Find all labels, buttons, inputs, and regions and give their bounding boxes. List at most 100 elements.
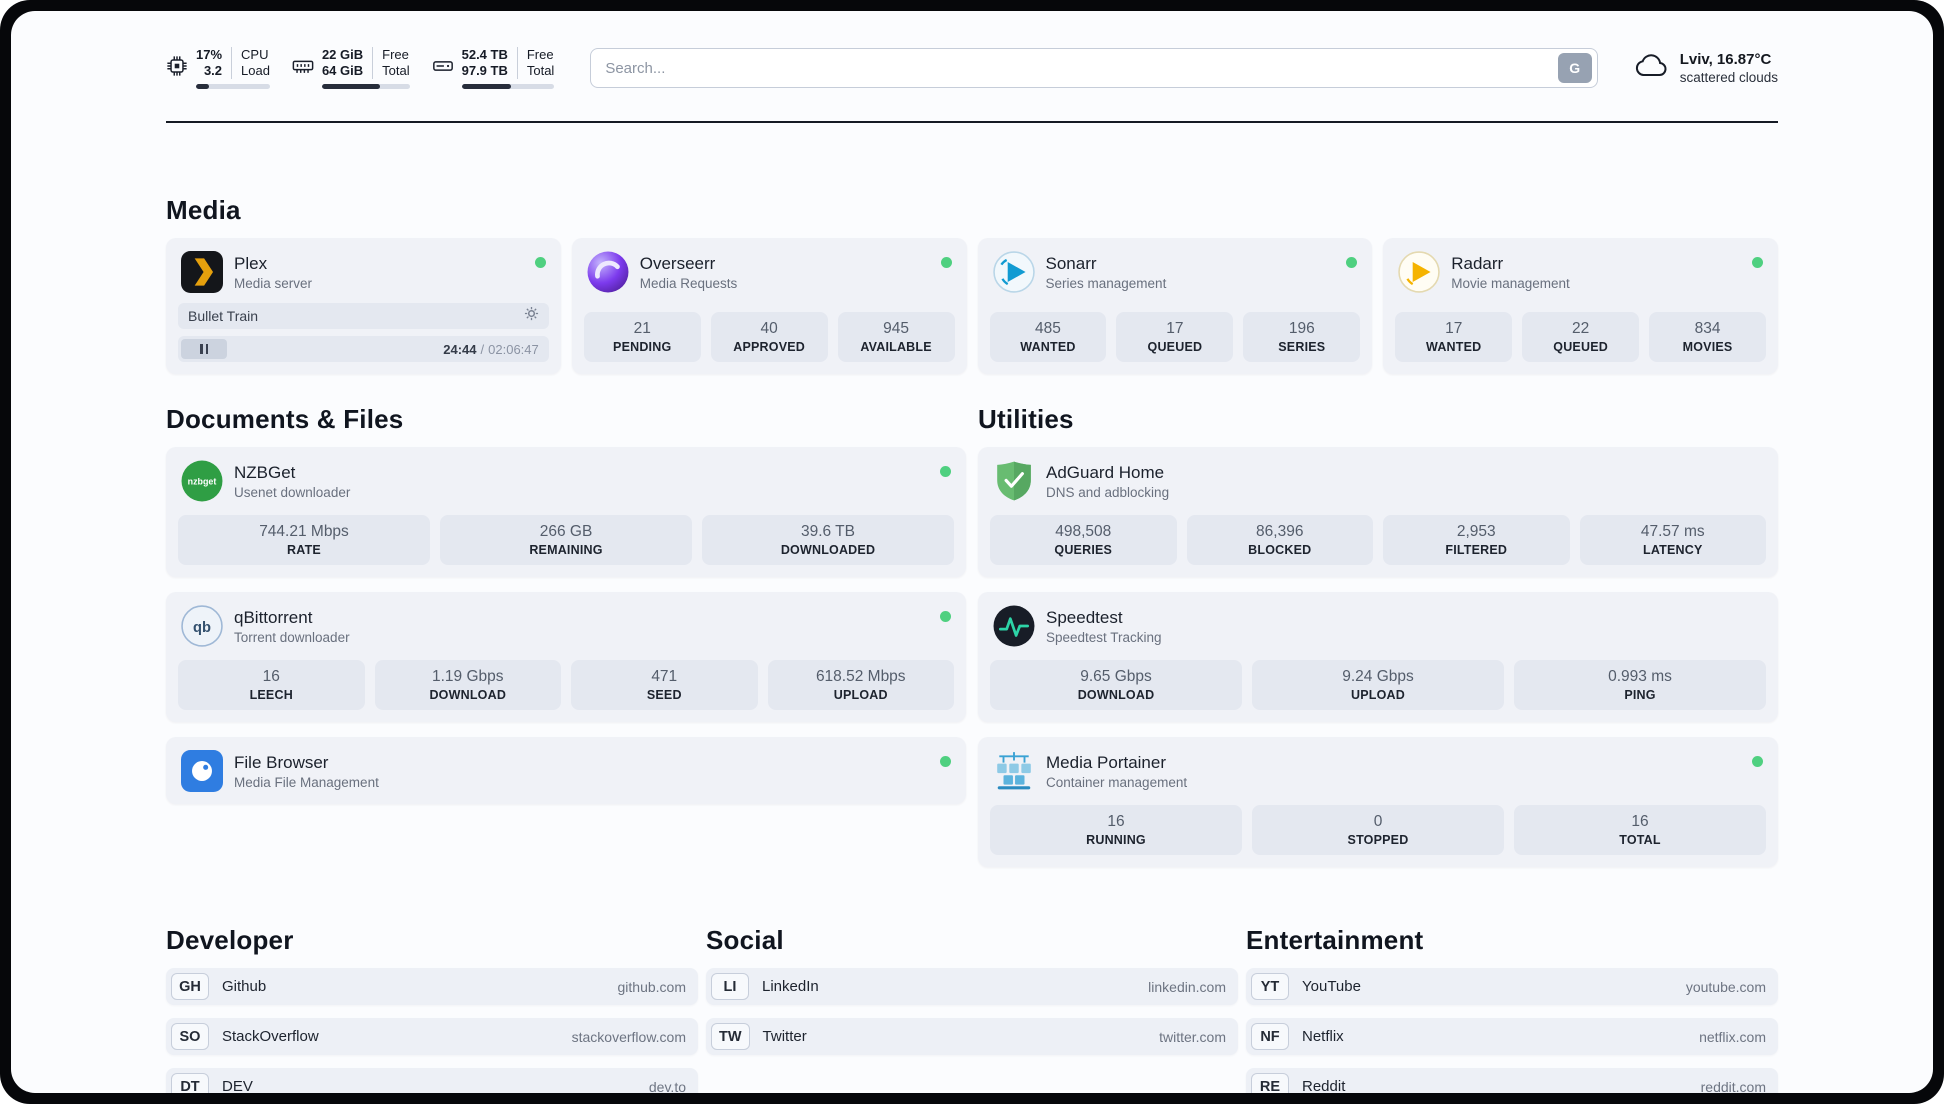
disk-icon bbox=[432, 55, 454, 77]
cpu-load-value: 3.2 bbox=[203, 63, 223, 78]
ram-monitor: 22 GiB 64 GiB Free Total bbox=[292, 47, 410, 89]
section-social: Social LI LinkedIn linkedin.com TW Twitt… bbox=[706, 925, 1238, 1093]
link-reddit[interactable]: RE Reddit reddit.com bbox=[1246, 1068, 1778, 1093]
status-online-dot bbox=[1346, 257, 1358, 268]
section-documents: Documents & Files nzbget NZBGet U bbox=[166, 404, 966, 867]
track-title: Bullet Train bbox=[188, 308, 259, 324]
status-online-dot bbox=[1752, 257, 1763, 268]
app-card-overseerr: Overseerr Media Requests 21 PENDING 40 A… bbox=[571, 238, 967, 374]
app-subtitle: Torrent downloader bbox=[234, 629, 350, 645]
app-subtitle: Speedtest Tracking bbox=[1046, 629, 1162, 645]
stat-leech: 16 LEECH bbox=[178, 660, 365, 710]
link-github[interactable]: GH Github github.com bbox=[166, 968, 698, 1005]
entertainment-section-title: Entertainment bbox=[1246, 925, 1424, 955]
app-card-speedtest: Speedtest Speedtest Tracking 9.65 Gbps D… bbox=[978, 592, 1778, 722]
app-subtitle: Movie management bbox=[1451, 275, 1570, 291]
search-engine-button[interactable]: G bbox=[1557, 53, 1592, 83]
app-card-radarr: Radarr Movie management 17 WANTED 22 QUE… bbox=[1383, 238, 1778, 374]
status-online-dot bbox=[940, 611, 951, 622]
disk-label-top: Free bbox=[526, 47, 554, 62]
status-online-dot bbox=[1752, 756, 1763, 767]
disk-total-value: 97.9 TB bbox=[461, 63, 508, 78]
radarr-icon[interactable] bbox=[1398, 251, 1440, 293]
app-subtitle: Series management bbox=[1045, 275, 1167, 291]
weather-location: Lviv, 16.87°C bbox=[1679, 51, 1772, 68]
ram-total-value: 64 GiB bbox=[321, 63, 364, 78]
time-total: 02:06:47 bbox=[488, 341, 539, 357]
twitter-badge-icon: TW bbox=[711, 1023, 750, 1050]
portainer-icon[interactable] bbox=[993, 750, 1035, 792]
cpu-monitor: 17% 3.2 CPU Load bbox=[166, 47, 270, 89]
link-twitter[interactable]: TW Twitter twitter.com bbox=[706, 1018, 1238, 1055]
stat-series: 196 SERIES bbox=[1243, 312, 1361, 362]
stat-movies: 834 MOVIES bbox=[1649, 312, 1767, 362]
stat-blocked: 86,396 BLOCKED bbox=[1186, 515, 1373, 565]
stat-remaining: 266 GB REMAINING bbox=[440, 515, 692, 565]
section-developer: Developer GH Github github.com SO StackO… bbox=[166, 925, 698, 1093]
stat-total: 16 TOTAL bbox=[1514, 805, 1766, 855]
stat-filtered: 2,953 FILTERED bbox=[1383, 515, 1570, 565]
pause-button[interactable] bbox=[181, 339, 227, 359]
stat-running: 16 RUNNING bbox=[990, 805, 1242, 855]
svg-text:nzbget: nzbget bbox=[188, 477, 217, 487]
overseerr-icon[interactable] bbox=[587, 251, 629, 293]
app-name: Sonarr bbox=[1045, 253, 1097, 273]
link-netflix[interactable]: NF Netflix netflix.com bbox=[1246, 1018, 1778, 1055]
stat-upload: 618.52 Mbps UPLOAD bbox=[767, 660, 954, 710]
stat-queued: 22 QUEUED bbox=[1522, 312, 1640, 362]
utilities-section-title: Utilities bbox=[978, 404, 1074, 434]
stat-downloaded: 39.6 TB DOWNLOADED bbox=[702, 515, 954, 565]
ram-progress-bar bbox=[321, 84, 410, 89]
weather-condition: scattered clouds bbox=[1679, 70, 1778, 85]
app-card-qbittorrent: qb qBittorrent Torrent downloader 16 LEE… bbox=[166, 592, 966, 722]
plex-progress-row[interactable]: 24:44/02:06:47 bbox=[178, 336, 549, 362]
stat-wanted: 17 WANTED bbox=[1395, 312, 1513, 362]
qbittorrent-icon[interactable]: qb bbox=[181, 605, 223, 647]
disk-monitor: 52.4 TB 97.9 TB Free Total bbox=[432, 47, 555, 89]
app-subtitle: Container management bbox=[1046, 774, 1188, 790]
app-card-sonarr: Sonarr Series management 485 WANTED 17 Q… bbox=[977, 238, 1373, 374]
cpu-usage-percent: 17% bbox=[196, 47, 223, 62]
disk-progress-bar bbox=[461, 84, 555, 89]
link-linkedin[interactable]: LI LinkedIn linkedin.com bbox=[706, 968, 1238, 1005]
time-separator: / bbox=[480, 341, 485, 357]
app-card-portainer: Media Portainer Container management 16 … bbox=[978, 737, 1778, 867]
youtube-badge-icon: YT bbox=[1251, 973, 1289, 1000]
cpu-label-bottom: Load bbox=[241, 63, 270, 78]
link-dev[interactable]: DT DEV dev.to bbox=[166, 1068, 698, 1093]
plex-icon[interactable] bbox=[181, 251, 223, 293]
link-youtube[interactable]: YT YouTube youtube.com bbox=[1246, 968, 1778, 1005]
ram-icon bbox=[292, 55, 314, 77]
stat-wanted: 485 WANTED bbox=[989, 312, 1107, 362]
app-subtitle: Media File Management bbox=[234, 774, 379, 790]
app-subtitle: Media Requests bbox=[639, 275, 738, 291]
stat-approved: 40 APPROVED bbox=[710, 312, 828, 362]
cpu-icon bbox=[166, 55, 188, 77]
speedtest-icon[interactable] bbox=[993, 605, 1035, 647]
status-online-dot bbox=[940, 756, 951, 767]
search-bar: G bbox=[590, 48, 1598, 88]
filebrowser-icon[interactable] bbox=[181, 750, 223, 792]
link-stackoverflow[interactable]: SO StackOverflow stackoverflow.com bbox=[166, 1018, 698, 1055]
social-section-title: Social bbox=[706, 925, 784, 955]
adguard-icon[interactable] bbox=[993, 460, 1035, 502]
app-name: File Browser bbox=[234, 752, 329, 772]
gear-icon[interactable] bbox=[524, 306, 539, 326]
search-input[interactable] bbox=[593, 59, 1558, 77]
status-online-dot bbox=[940, 466, 951, 477]
linkedin-badge-icon: LI bbox=[711, 973, 749, 1000]
app-name: Overseerr bbox=[639, 253, 716, 273]
stat-queries: 498,508 QUERIES bbox=[990, 515, 1177, 565]
nzbget-icon[interactable]: nzbget bbox=[181, 460, 223, 502]
app-name: AdGuard Home bbox=[1046, 462, 1165, 482]
stat-seed: 471 SEED bbox=[571, 660, 758, 710]
app-name: NZBGet bbox=[234, 462, 296, 482]
app-card-filebrowser: File Browser Media File Management bbox=[166, 737, 966, 804]
sonarr-icon[interactable] bbox=[992, 251, 1035, 293]
documents-section-title: Documents & Files bbox=[166, 404, 404, 434]
app-name: qBittorrent bbox=[234, 607, 313, 627]
svg-text:qb: qb bbox=[193, 620, 211, 636]
plex-now-playing-row: Bullet Train bbox=[178, 303, 549, 329]
app-subtitle: Media server bbox=[234, 275, 313, 291]
